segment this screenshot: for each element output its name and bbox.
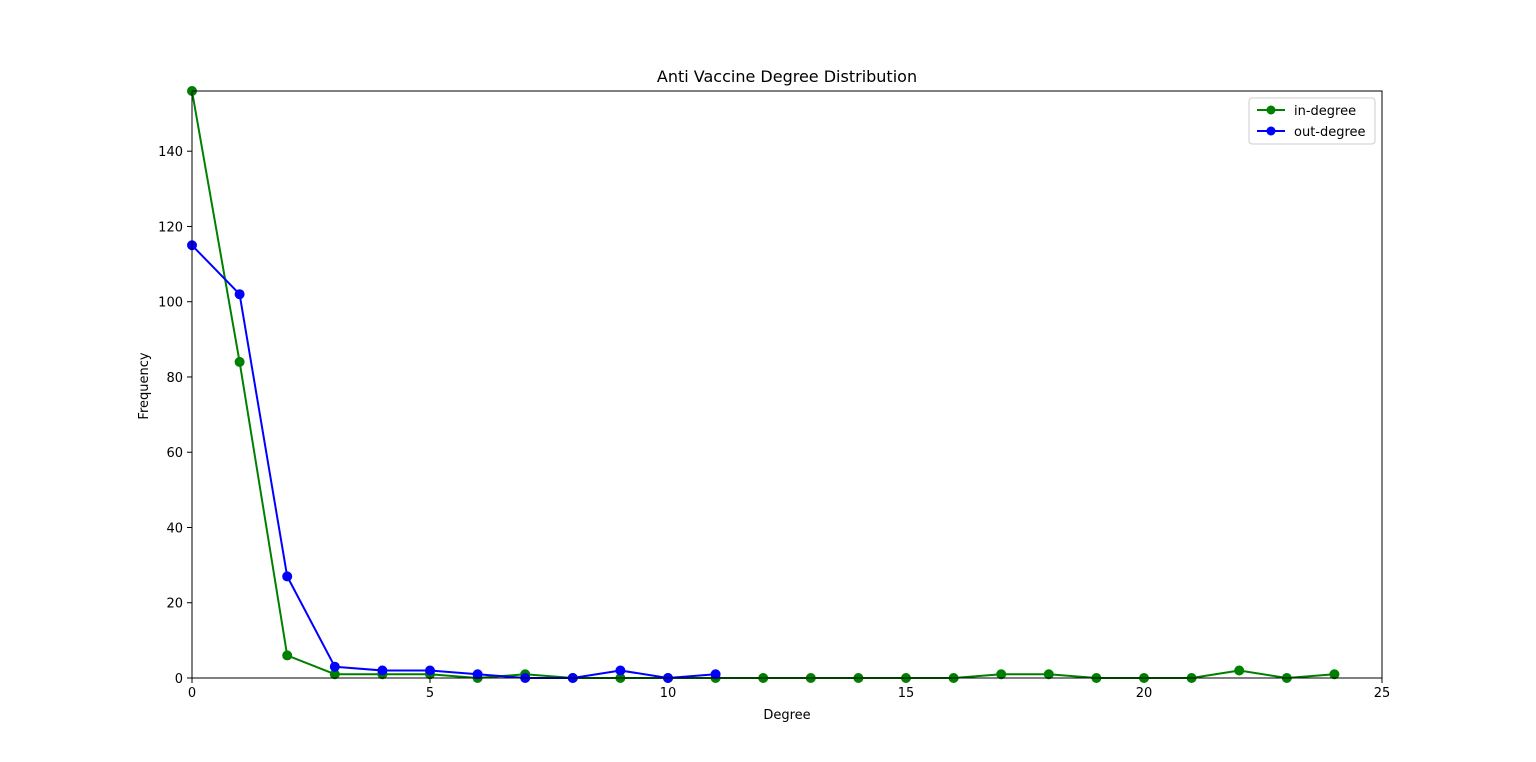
legend: in-degree out-degree — [1248, 97, 1376, 145]
y-tick-label: 80 — [166, 371, 183, 386]
y-tick-label: 20 — [166, 597, 183, 612]
data-point-out-degree — [234, 289, 245, 300]
x-tick-label: 10 — [660, 686, 677, 701]
x-axis-label: Degree — [763, 708, 810, 723]
data-point-out-degree — [282, 571, 293, 582]
x-tick-label: 0 — [188, 686, 196, 701]
data-point-out-degree — [329, 661, 340, 672]
y-axis-label: Frequency — [137, 352, 152, 419]
y-axis: 0 20 40 60 80 100 120 140 — [158, 145, 192, 687]
x-tick-label: 5 — [426, 686, 434, 701]
data-point-in-degree — [1234, 665, 1245, 676]
data-point-in-degree — [234, 356, 245, 367]
x-tick-label: 15 — [898, 686, 915, 701]
data-point-out-degree — [377, 665, 388, 676]
data-point-in-degree — [282, 650, 293, 661]
data-point-in-degree — [996, 669, 1007, 680]
y-tick-label: 140 — [158, 145, 183, 160]
x-tick-label: 25 — [1374, 686, 1391, 701]
y-tick-label: 120 — [158, 220, 183, 235]
chart-title: Anti Vaccine Degree Distribution — [657, 67, 917, 86]
y-tick-label: 100 — [158, 296, 183, 311]
x-tick-label: 20 — [1136, 686, 1153, 701]
x-axis: 0 5 10 15 20 25 — [188, 678, 1390, 701]
data-point-out-degree — [472, 669, 483, 680]
legend-label-out-degree: out-degree — [1294, 125, 1366, 140]
legend-marker-in-degree — [1266, 105, 1276, 115]
y-tick-label: 60 — [166, 446, 183, 461]
data-point-out-degree — [615, 665, 626, 676]
legend-marker-out-degree — [1266, 126, 1276, 136]
data-point-in-degree — [1043, 669, 1054, 680]
data-point-out-degree — [425, 665, 435, 676]
data-point-out-degree — [710, 669, 721, 680]
plot-frame — [191, 90, 1383, 679]
y-tick-label: 40 — [166, 521, 183, 536]
series-line-out-degree — [191, 244, 716, 679]
y-tick-label: 0 — [175, 672, 183, 687]
legend-label-in-degree: in-degree — [1294, 104, 1356, 119]
data-point-in-degree — [1329, 669, 1340, 680]
